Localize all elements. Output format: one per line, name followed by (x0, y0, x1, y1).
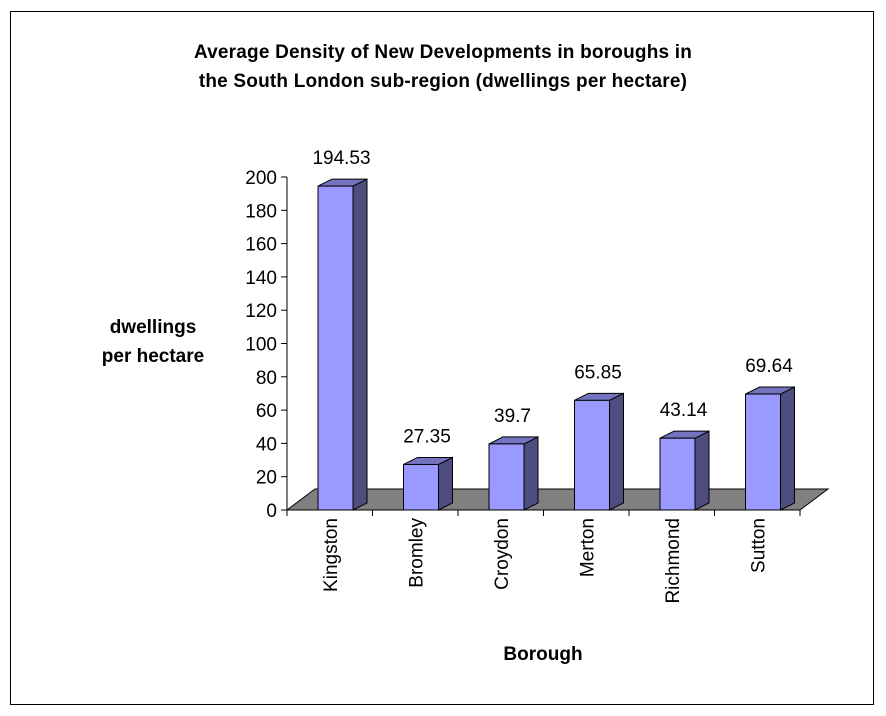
bar (403, 463, 439, 511)
y-tick-label: 80 (256, 368, 277, 389)
bar-side (609, 392, 624, 511)
bar-side (438, 456, 453, 511)
x-tick-label: Richmond (663, 518, 684, 604)
x-axis-label: Borough (503, 644, 583, 665)
y-tick-label: 0 (266, 501, 277, 522)
y-tick-label: 140 (245, 268, 277, 289)
bar (574, 399, 610, 511)
data-label: 69.64 (745, 356, 793, 377)
x-tick-label: Merton (577, 518, 598, 577)
x-tick-label: Kingston (321, 518, 342, 592)
y-axis-label-line-1: dwellings (109, 317, 197, 338)
y-tick-label: 20 (256, 468, 277, 489)
y-axis-label-line-2: per hectare (101, 346, 205, 367)
chart-frame (10, 11, 874, 705)
bar (745, 393, 781, 511)
y-tick-label: 120 (245, 301, 277, 322)
bar (488, 443, 525, 511)
bar-side (694, 430, 710, 511)
y-tick-label: 160 (245, 235, 277, 256)
y-tick-label: 60 (256, 401, 277, 422)
bar-side (352, 178, 368, 511)
data-label: 39.7 (494, 406, 531, 427)
data-label: 43.14 (660, 400, 708, 421)
bar (659, 437, 696, 511)
data-label: 65.85 (574, 362, 622, 383)
y-tick-label: 100 (245, 335, 277, 356)
bar-side (523, 436, 539, 511)
bar-side (780, 386, 795, 511)
bar (317, 185, 354, 511)
chart-title: Average Density of New Developments in b… (0, 38, 886, 96)
y-tick-label: 200 (245, 168, 277, 189)
data-label: 27.35 (403, 426, 451, 447)
y-axis-label: dwellings per hectare (68, 313, 238, 371)
y-tick-label: 180 (245, 201, 277, 222)
x-tick-label: Sutton (748, 518, 769, 573)
x-tick-label: Bromley (406, 518, 427, 588)
chart-title-line-2: the South London sub-region (dwellings p… (198, 71, 688, 92)
y-tick-label: 40 (256, 434, 277, 455)
data-label: 194.53 (312, 148, 370, 169)
chart-title-line-1: Average Density of New Developments in b… (193, 42, 693, 63)
x-tick-label: Croydon (492, 518, 513, 590)
